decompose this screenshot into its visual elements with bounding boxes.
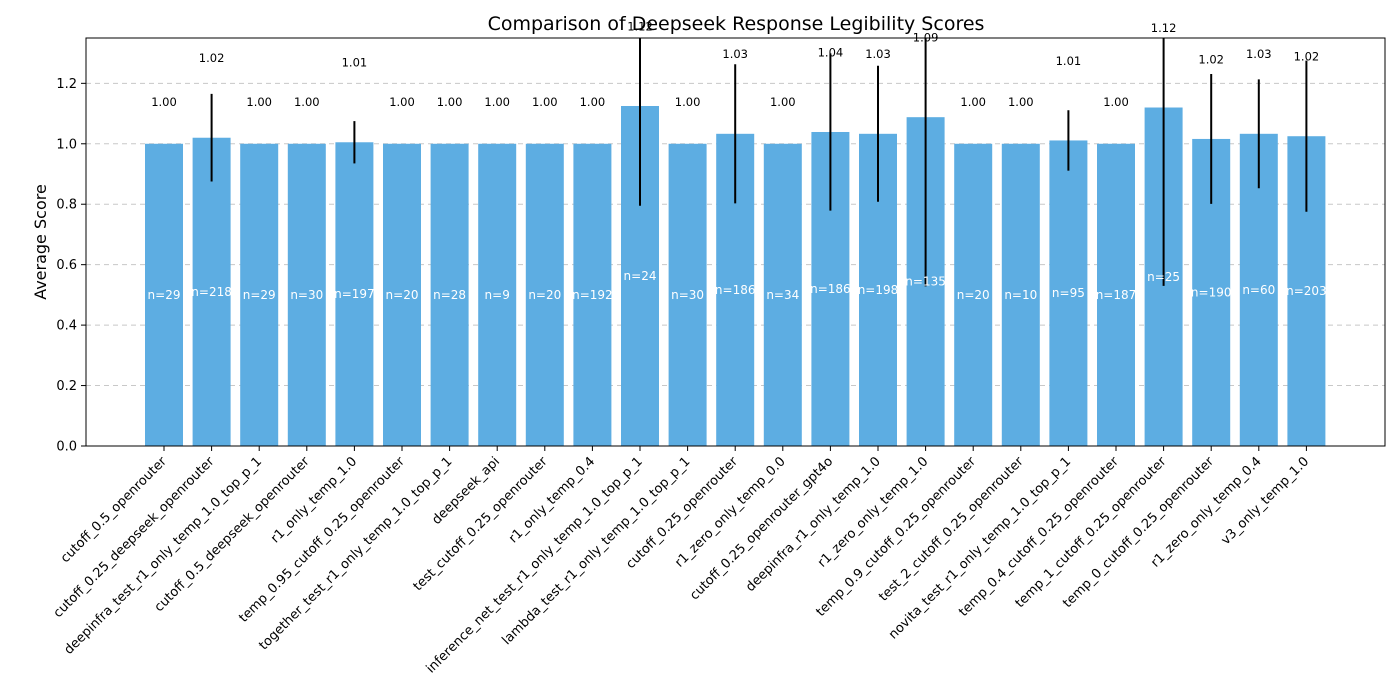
value-label: 1.00 [484,95,510,109]
bar [1097,143,1135,446]
value-label: 1.12 [1151,21,1177,35]
bar [478,143,517,446]
chart-title: Comparison of Deepseek Response Legibili… [488,13,985,35]
value-label: 1.00 [675,95,701,109]
sample-size-label: n=24 [624,269,657,283]
sample-size-label: n=25 [1147,270,1180,284]
y-tick-label: 0.2 [56,379,77,394]
value-label: 1.02 [199,51,225,65]
value-label: 1.00 [1103,95,1129,109]
value-label: 1.02 [1294,50,1320,64]
bar [525,143,564,446]
bar [1001,143,1040,446]
value-label: 1.12 [627,19,653,33]
bar [668,143,707,446]
value-label: 1.03 [722,47,748,61]
y-tick-label: 1.2 [56,77,77,92]
sample-size-label: n=197 [334,287,375,301]
sample-size-label: n=29 [243,288,276,302]
y-tick-label: 0.8 [56,198,77,213]
sample-size-label: n=29 [148,288,181,302]
value-label: 1.00 [960,95,986,109]
bar [383,143,421,446]
value-label: 1.03 [1246,47,1272,61]
bar [763,143,802,446]
value-label: 1.00 [151,95,177,109]
bar [240,143,279,446]
value-label: 1.00 [580,95,606,109]
x-tick-label: r1_only_temp_1.0 [268,454,360,546]
x-tick-label: novita_test_r1_only_temp_1.0_top_p_1 [886,454,1074,642]
bar [335,142,374,446]
sample-size-label: n=28 [433,288,466,302]
labels-layer: 1.00 n=29 1.02 n=218 1.00 n=29 1.00 n=30 1.01 n=1… [148,19,1327,301]
y-tick-label: 1.0 [56,137,77,152]
bar [954,143,993,446]
error-bars-layer [210,38,1308,287]
sample-size-label: n=203 [1286,284,1327,298]
value-label: 1.00 [246,95,272,109]
sample-size-label: n=20 [386,288,419,302]
sample-size-label: n=192 [572,288,613,302]
x-tick-label: temp_0.95_cutoff_0.25_openrouter [236,454,408,626]
sample-size-label: n=186 [715,283,756,297]
sample-size-label: n=186 [810,282,851,296]
sample-size-label: n=9 [485,288,510,302]
bars-layer [145,106,1326,447]
y-axis-label: Average Score [31,184,50,300]
value-label: 1.00 [294,95,320,109]
bar [192,137,231,446]
value-label: 1.00 [770,95,796,109]
bar [1049,140,1088,446]
sample-size-label: n=198 [858,283,899,297]
sample-size-label: n=60 [1242,283,1275,297]
value-label: 1.01 [342,56,368,70]
sample-size-label: n=30 [290,288,323,302]
sample-size-label: n=10 [1004,288,1037,302]
y-tick-label: 0.6 [56,258,77,273]
sample-size-label: n=34 [766,288,799,302]
x-tick-label: inference_net_test_r1_only_temp_1.0_top_… [424,454,646,676]
x-tick-label: v3_only_temp_1.0 [1218,454,1312,548]
y-tick-label: 0.0 [56,440,77,455]
bar [573,143,612,446]
value-label: 1.04 [818,45,844,59]
bar [287,143,326,446]
value-label: 1.02 [1198,52,1224,66]
sample-size-label: n=218 [191,285,232,299]
sample-size-label: n=187 [1096,288,1137,302]
value-label: 1.03 [865,47,891,61]
x-tick-label: deepinfra_test_r1_only_temp_1.0_top_p_1 [61,454,265,658]
value-label: 1.01 [1056,54,1082,68]
bar [430,143,469,446]
value-label: 1.00 [437,95,463,109]
value-label: 1.00 [389,95,415,109]
sample-size-label: n=190 [1191,285,1232,299]
sample-size-label: n=20 [957,288,990,302]
value-label: 1.00 [1008,95,1034,109]
sample-size-label: n=95 [1052,286,1085,300]
bar [145,143,183,446]
plot-frame [85,37,1386,447]
sample-size-label: n=135 [905,275,946,289]
y-tick-label: 0.4 [56,319,77,334]
sample-size-label: n=30 [671,288,704,302]
value-label: 1.00 [532,95,558,109]
x-tick-label: r1_only_temp_0.4 [506,454,598,546]
sample-size-label: n=20 [528,288,561,302]
